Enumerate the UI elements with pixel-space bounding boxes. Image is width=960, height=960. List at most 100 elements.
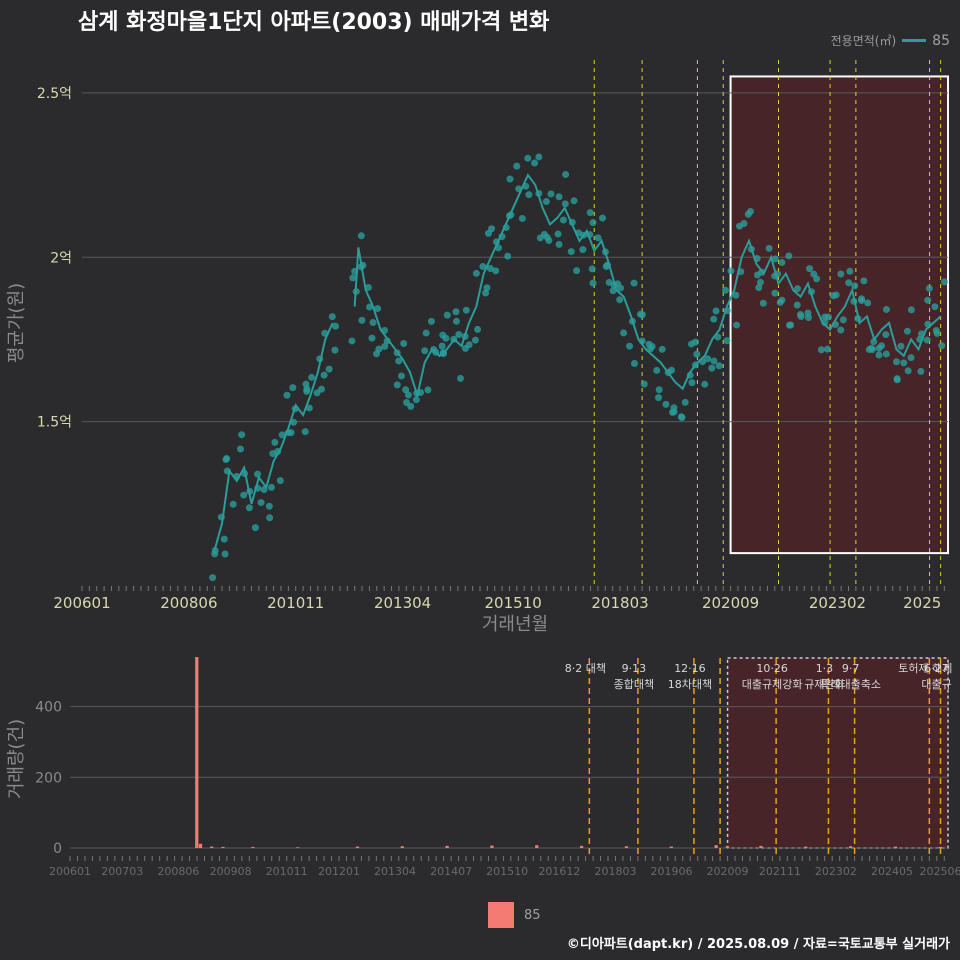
scatter-point bbox=[265, 502, 273, 510]
legend-line-swatch bbox=[902, 39, 927, 42]
scatter-point bbox=[562, 171, 570, 179]
legend-title: 전용면적(㎡) bbox=[830, 34, 897, 48]
policy-annotation: 토허제 해제 bbox=[898, 661, 952, 675]
volume-bar bbox=[355, 846, 360, 848]
scatter-point bbox=[229, 500, 237, 508]
x-tick-label: 202009 bbox=[707, 865, 749, 878]
scatter-point bbox=[882, 305, 890, 313]
scatter-point bbox=[708, 364, 716, 372]
policy-annotation: 9·7 bbox=[842, 662, 860, 675]
scatter-point bbox=[251, 524, 259, 532]
scatter-point bbox=[917, 367, 925, 375]
scatter-point bbox=[727, 267, 735, 275]
scatter-point bbox=[837, 326, 845, 334]
volume-bar bbox=[759, 845, 763, 848]
scatter-point bbox=[732, 291, 740, 299]
x-tick-label: 201803 bbox=[591, 594, 648, 612]
x-tick-label: 202111 bbox=[759, 865, 801, 878]
scatter-point bbox=[504, 252, 512, 260]
scatter-point bbox=[824, 313, 832, 321]
x-tick-label: 202405 bbox=[871, 865, 913, 878]
x-tick-label: 200601 bbox=[53, 594, 110, 612]
x-tick-label: 200806 bbox=[160, 594, 217, 612]
scatter-point bbox=[630, 279, 638, 287]
scatter-point bbox=[900, 359, 908, 367]
scatter-point bbox=[778, 259, 786, 267]
scatter-point bbox=[559, 216, 567, 224]
scatter-point bbox=[278, 431, 286, 439]
scatter-point bbox=[893, 376, 901, 384]
scatter-point bbox=[670, 404, 678, 412]
scatter-point bbox=[733, 321, 741, 329]
x-tick-label: 202506 bbox=[920, 865, 960, 878]
scatter-point bbox=[506, 175, 514, 183]
scatter-point bbox=[817, 346, 825, 354]
scatter-point bbox=[358, 316, 366, 324]
scatter-point bbox=[804, 314, 812, 322]
legend-bar-swatch bbox=[488, 902, 514, 928]
policy-annotation: 10·26 bbox=[756, 662, 788, 675]
scatter-point bbox=[427, 317, 435, 325]
scatter-point bbox=[903, 327, 911, 335]
scatter-point bbox=[925, 284, 933, 292]
volume-bar bbox=[535, 845, 539, 848]
scatter-point bbox=[407, 402, 415, 410]
volume-bar bbox=[938, 846, 942, 848]
scatter-point bbox=[348, 337, 356, 345]
scatter-point bbox=[678, 414, 686, 422]
scatter-point bbox=[579, 246, 587, 254]
scatter-point bbox=[237, 445, 245, 453]
scatter-point bbox=[305, 404, 313, 412]
scatter-point bbox=[771, 255, 779, 263]
scatter-point bbox=[302, 380, 310, 388]
scatter-point bbox=[452, 308, 460, 316]
scatter-point bbox=[245, 504, 253, 512]
volume-bar bbox=[296, 847, 300, 848]
volume-bar bbox=[893, 846, 898, 848]
scatter-point bbox=[655, 386, 663, 394]
scatter-point bbox=[555, 193, 563, 201]
volume-bar bbox=[579, 845, 584, 848]
scatter-point bbox=[616, 296, 624, 304]
scatter-point bbox=[381, 342, 389, 350]
scatter-point bbox=[839, 316, 847, 324]
scatter-point bbox=[366, 303, 374, 311]
scatter-point bbox=[442, 334, 450, 342]
volume-bar bbox=[804, 846, 808, 848]
scatter-point bbox=[882, 331, 890, 339]
scatter-point bbox=[823, 345, 831, 353]
scatter-point bbox=[276, 477, 284, 485]
scatter-point bbox=[320, 371, 328, 379]
scatter-point bbox=[567, 248, 575, 256]
scatter-point bbox=[472, 269, 480, 277]
scatter-point bbox=[933, 329, 941, 337]
scatter-point bbox=[266, 514, 274, 522]
scatter-point bbox=[332, 322, 340, 330]
legend-top: 전용면적(㎡) 85 bbox=[831, 32, 950, 49]
y-tick-label: 200 bbox=[35, 770, 62, 786]
scatter-point bbox=[397, 372, 405, 380]
x-tick-label: 200703 bbox=[101, 865, 143, 878]
scatter-point bbox=[308, 373, 316, 381]
x-tick-label: 202302 bbox=[815, 865, 857, 878]
footer-credit: ©디아파트(dapt.kr) / 2025.08.09 / 자료=국토교통부 실… bbox=[566, 937, 950, 952]
scatter-point bbox=[543, 233, 551, 241]
chart-title: 삼계 화정마을1단지 아파트(2003) 매매가격 변화 bbox=[78, 10, 550, 35]
scatter-point bbox=[667, 366, 675, 374]
policy-annotation: 18차대책 bbox=[668, 678, 712, 691]
scatter-point bbox=[892, 358, 900, 366]
scatter-point bbox=[636, 310, 644, 318]
scatter-point bbox=[457, 374, 465, 382]
policy-annotation: 6·27 bbox=[924, 662, 949, 675]
scatter-point bbox=[570, 197, 578, 205]
scatter-point bbox=[542, 198, 550, 206]
scatter-point bbox=[658, 345, 666, 353]
scatter-point bbox=[331, 346, 339, 354]
x-tick-label: 202009 bbox=[702, 594, 759, 612]
scatter-point bbox=[220, 535, 228, 543]
scatter-point bbox=[940, 278, 948, 286]
scatter-point bbox=[486, 265, 494, 273]
scatter-point bbox=[364, 283, 372, 291]
scatter-point bbox=[868, 346, 876, 354]
